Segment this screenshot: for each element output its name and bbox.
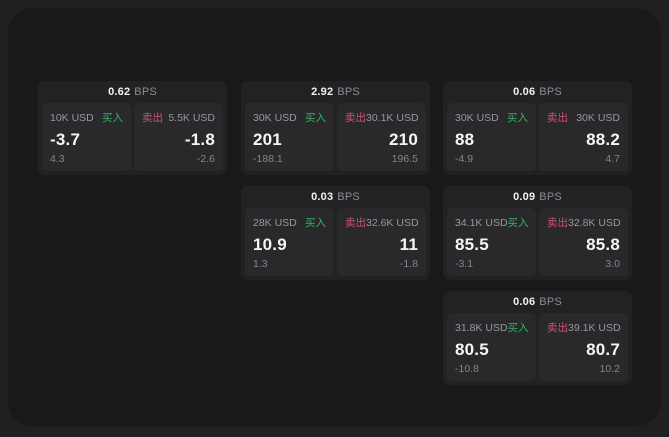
bps-unit-label: BPS	[539, 191, 562, 203]
quote-card-5[interactable]: 0.09 BPS 34.1K USD 买入 85.5 -3.1 卖出 32.8K…	[443, 186, 632, 280]
buy-size: 30K USD	[455, 111, 499, 124]
sell-panel[interactable]: 卖出 32.8K USD 85.8 3.0	[539, 208, 628, 276]
buy-side-label: 买入	[305, 112, 326, 124]
sell-panel[interactable]: 卖出 39.1K USD 80.7 10.2	[539, 313, 628, 381]
buy-side-label: 买入	[305, 217, 326, 229]
sell-price: -1.8	[184, 129, 215, 149]
card-header: 0.09 BPS	[443, 186, 632, 208]
buy-panel[interactable]: 28K USD 买入 10.9 1.3	[245, 208, 334, 276]
sell-size: 5.5K USD	[168, 111, 215, 124]
buy-delta: -4.9	[455, 153, 474, 165]
bps-value: 0.06	[513, 296, 536, 308]
buy-price: -3.7	[50, 129, 81, 149]
quote-card-3[interactable]: 0.06 BPS 30K USD 买入 88 -4.9 卖出 30K USD 8…	[443, 81, 632, 175]
sell-side-label: 卖出	[142, 112, 163, 124]
buy-price: 88	[455, 129, 475, 149]
sell-price: 11	[399, 234, 418, 254]
sell-price: 210	[389, 129, 418, 149]
sell-delta: -2.6	[196, 153, 215, 165]
sell-size: 32.8K USD	[568, 216, 621, 229]
sell-delta: -1.8	[399, 258, 418, 270]
bps-unit-label: BPS	[337, 191, 360, 203]
buy-side-label: 买入	[507, 217, 529, 229]
buy-panel[interactable]: 31.8K USD 买入 80.5 -10.8	[447, 313, 536, 381]
buy-size: 10K USD	[50, 111, 94, 124]
sell-size: 39.1K USD	[568, 321, 621, 334]
bps-unit-label: BPS	[539, 296, 562, 308]
sell-size: 32.6K USD	[366, 216, 419, 229]
buy-size: 28K USD	[253, 216, 297, 229]
buy-delta: -3.1	[455, 258, 474, 270]
card-header: 0.03 BPS	[241, 186, 430, 208]
buy-panel[interactable]: 10K USD 买入 -3.7 4.3	[42, 103, 131, 171]
card-header: 0.06 BPS	[443, 81, 632, 103]
bps-value: 0.09	[513, 191, 536, 203]
sell-delta: 3.0	[605, 258, 620, 270]
buy-side-label: 买入	[507, 322, 529, 334]
bps-value: 2.92	[311, 86, 334, 98]
sell-delta: 10.2	[599, 363, 620, 375]
sell-side-label: 卖出	[345, 217, 366, 229]
bps-value: 0.62	[108, 86, 131, 98]
sell-delta: 4.7	[605, 153, 620, 165]
sell-price: 80.7	[586, 339, 620, 359]
quote-card-2[interactable]: 2.92 BPS 30K USD 买入 201 -188.1 卖出 30.1K …	[241, 81, 430, 175]
buy-price: 201	[253, 129, 282, 149]
card-header: 0.06 BPS	[443, 291, 632, 313]
buy-panel[interactable]: 30K USD 买入 201 -188.1	[245, 103, 334, 171]
bps-value: 0.06	[513, 86, 536, 98]
buy-side-label: 买入	[102, 112, 123, 124]
buy-price: 85.5	[455, 234, 489, 254]
sell-panel[interactable]: 卖出 30.1K USD 210 196.5	[337, 103, 426, 171]
buy-side-label: 买入	[507, 112, 528, 124]
bps-unit-label: BPS	[134, 86, 157, 98]
buy-panel[interactable]: 34.1K USD 买入 85.5 -3.1	[447, 208, 536, 276]
quote-card-1[interactable]: 0.62 BPS 10K USD 买入 -3.7 4.3 卖出 5.5K USD…	[38, 81, 227, 175]
bps-value: 0.03	[311, 191, 334, 203]
sell-panel[interactable]: 卖出 30K USD 88.2 4.7	[539, 103, 628, 171]
sell-panel[interactable]: 卖出 5.5K USD -1.8 -2.6	[134, 103, 223, 171]
sell-side-label: 卖出	[345, 112, 366, 124]
sell-price: 88.2	[586, 129, 620, 149]
buy-delta: -10.8	[455, 363, 479, 375]
buy-price: 10.9	[253, 234, 287, 254]
buy-delta: 4.3	[50, 153, 65, 165]
sell-side-label: 卖出	[547, 217, 568, 229]
buy-delta: -188.1	[253, 153, 283, 165]
sell-size: 30K USD	[576, 111, 620, 124]
buy-panel[interactable]: 30K USD 买入 88 -4.9	[447, 103, 536, 171]
bps-unit-label: BPS	[539, 86, 562, 98]
buy-size: 30K USD	[253, 111, 297, 124]
card-header: 2.92 BPS	[241, 81, 430, 103]
quote-card-4[interactable]: 0.03 BPS 28K USD 买入 10.9 1.3 卖出 32.6K US…	[241, 186, 430, 280]
sell-side-label: 卖出	[547, 322, 568, 334]
bps-unit-label: BPS	[337, 86, 360, 98]
sell-size: 30.1K USD	[366, 111, 419, 124]
buy-size: 34.1K USD	[455, 216, 508, 229]
sell-price: 85.8	[586, 234, 620, 254]
sell-side-label: 卖出	[547, 112, 568, 124]
buy-size: 31.8K USD	[455, 321, 508, 334]
buy-delta: 1.3	[253, 258, 268, 270]
buy-price: 80.5	[455, 339, 489, 359]
quote-card-6[interactable]: 0.06 BPS 31.8K USD 买入 80.5 -10.8 卖出 39.1…	[443, 291, 632, 385]
card-header: 0.62 BPS	[38, 81, 227, 103]
sell-panel[interactable]: 卖出 32.6K USD 11 -1.8	[337, 208, 426, 276]
sell-delta: 196.5	[391, 153, 418, 165]
